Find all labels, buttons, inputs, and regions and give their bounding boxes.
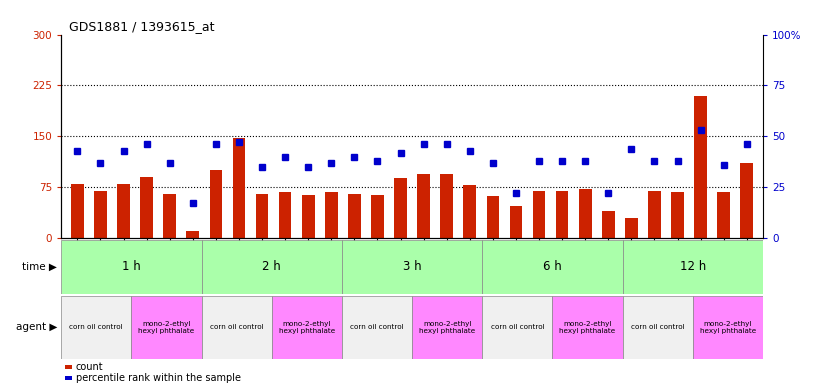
Text: count: count xyxy=(76,362,104,372)
Bar xyxy=(672,192,684,238)
Bar xyxy=(202,296,272,359)
Text: 12 h: 12 h xyxy=(680,260,706,273)
Text: corn oil control: corn oil control xyxy=(350,324,404,330)
Text: mono-2-ethyl
hexyl phthalate: mono-2-ethyl hexyl phthalate xyxy=(139,321,194,334)
Bar xyxy=(482,240,623,294)
Bar xyxy=(61,296,131,359)
Bar xyxy=(94,190,107,238)
Bar xyxy=(717,192,730,238)
Bar xyxy=(623,296,693,359)
Bar xyxy=(625,218,638,238)
Text: 2 h: 2 h xyxy=(263,260,281,273)
Bar xyxy=(279,192,291,238)
Text: 3 h: 3 h xyxy=(403,260,421,273)
Bar xyxy=(255,194,268,238)
Text: 1 h: 1 h xyxy=(122,260,140,273)
Bar xyxy=(394,179,407,238)
Text: corn oil control: corn oil control xyxy=(210,324,264,330)
Bar xyxy=(623,240,763,294)
Text: time ▶: time ▶ xyxy=(22,262,57,272)
Bar xyxy=(412,296,482,359)
Bar xyxy=(693,296,763,359)
Bar xyxy=(342,296,412,359)
Bar xyxy=(302,195,314,238)
Bar xyxy=(463,185,477,238)
Bar xyxy=(325,192,338,238)
Bar xyxy=(533,190,545,238)
Bar xyxy=(371,195,384,238)
Text: mono-2-ethyl
hexyl phthalate: mono-2-ethyl hexyl phthalate xyxy=(700,321,756,334)
Bar xyxy=(163,194,176,238)
Text: 6 h: 6 h xyxy=(543,260,561,273)
Bar xyxy=(441,174,453,238)
Bar xyxy=(740,164,753,238)
Text: mono-2-ethyl
hexyl phthalate: mono-2-ethyl hexyl phthalate xyxy=(419,321,475,334)
Bar xyxy=(140,177,153,238)
Text: percentile rank within the sample: percentile rank within the sample xyxy=(76,373,241,383)
Bar xyxy=(71,184,84,238)
Text: agent ▶: agent ▶ xyxy=(16,322,57,333)
Text: corn oil control: corn oil control xyxy=(69,324,123,330)
Bar xyxy=(342,240,482,294)
Text: GDS1881 / 1393615_at: GDS1881 / 1393615_at xyxy=(69,20,215,33)
Bar xyxy=(552,296,623,359)
Bar xyxy=(210,170,222,238)
Bar xyxy=(694,96,707,238)
Bar xyxy=(486,196,499,238)
Bar xyxy=(233,138,246,238)
Text: corn oil control: corn oil control xyxy=(631,324,685,330)
Bar xyxy=(482,296,552,359)
Text: mono-2-ethyl
hexyl phthalate: mono-2-ethyl hexyl phthalate xyxy=(279,321,335,334)
Bar xyxy=(579,189,592,238)
Bar xyxy=(118,184,130,238)
Bar xyxy=(61,240,202,294)
Bar xyxy=(648,190,661,238)
Bar xyxy=(202,240,342,294)
Text: mono-2-ethyl
hexyl phthalate: mono-2-ethyl hexyl phthalate xyxy=(560,321,615,334)
Bar xyxy=(131,296,202,359)
Bar xyxy=(272,296,342,359)
Bar xyxy=(602,211,614,238)
Bar xyxy=(417,174,430,238)
Text: corn oil control: corn oil control xyxy=(490,324,544,330)
Bar xyxy=(186,231,199,238)
Bar xyxy=(510,205,522,238)
Bar xyxy=(348,194,361,238)
Bar xyxy=(556,190,569,238)
